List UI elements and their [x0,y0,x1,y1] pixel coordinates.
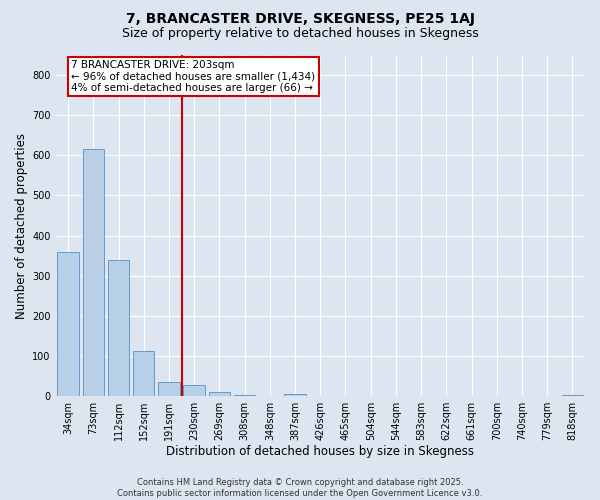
Text: Size of property relative to detached houses in Skegness: Size of property relative to detached ho… [122,28,478,40]
Bar [209,392,230,396]
Text: 7, BRANCASTER DRIVE, SKEGNESS, PE25 1AJ: 7, BRANCASTER DRIVE, SKEGNESS, PE25 1AJ [125,12,475,26]
Bar [284,394,306,396]
Bar [184,385,205,396]
Bar [58,252,79,396]
X-axis label: Distribution of detached houses by size in Skegness: Distribution of detached houses by size … [166,444,474,458]
Bar [562,395,583,396]
Bar [108,260,129,396]
Bar [234,395,256,396]
Text: Contains HM Land Registry data © Crown copyright and database right 2025.
Contai: Contains HM Land Registry data © Crown c… [118,478,482,498]
Y-axis label: Number of detached properties: Number of detached properties [15,132,28,318]
Bar [158,382,180,396]
Bar [133,351,154,396]
Bar [83,150,104,396]
Text: 7 BRANCASTER DRIVE: 203sqm
← 96% of detached houses are smaller (1,434)
4% of se: 7 BRANCASTER DRIVE: 203sqm ← 96% of deta… [71,60,316,94]
